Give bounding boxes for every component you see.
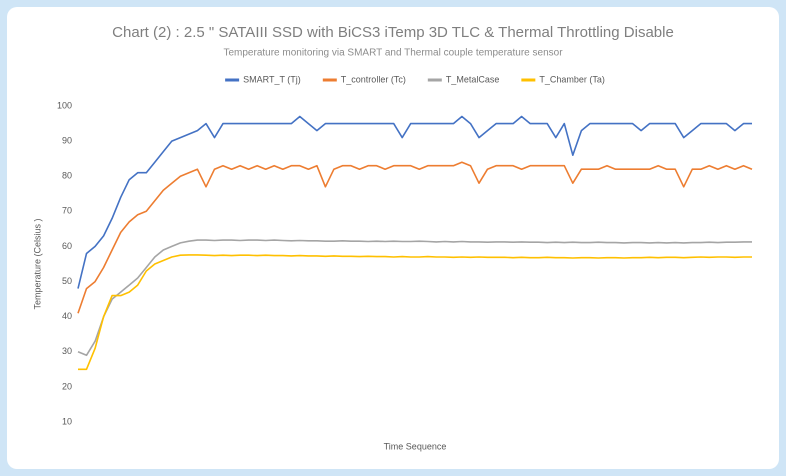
y-tick-label: 100 xyxy=(57,100,72,110)
y-tick-label: 60 xyxy=(62,241,72,251)
y-tick-label: 10 xyxy=(62,416,72,426)
x-axis-label: Time Sequence xyxy=(384,441,447,451)
series-line xyxy=(78,254,752,371)
y-tick-label: 70 xyxy=(62,206,72,216)
legend-label: T_Chamber (Ta) xyxy=(539,74,605,84)
y-axis-label: Temperature (Celsius ) xyxy=(32,218,42,309)
chart-subtitle: Temperature monitoring via SMART and The… xyxy=(223,48,563,59)
y-tick-label: 30 xyxy=(62,346,72,356)
legend-label: T_MetalCase xyxy=(446,74,500,84)
y-tick-label: 40 xyxy=(62,311,72,321)
series-line xyxy=(77,161,753,314)
legend-label: SMART_T (Tj) xyxy=(243,74,301,84)
series-line xyxy=(77,115,752,289)
chart-title: Chart (2) : 2.5 " SATAIII SSD with BiCS3… xyxy=(112,24,674,41)
y-tick-label: 50 xyxy=(62,276,72,286)
series-line xyxy=(77,239,752,357)
legend-label: T_controller (Tc) xyxy=(341,74,406,84)
y-tick-label: 80 xyxy=(62,171,72,181)
y-tick-label: 90 xyxy=(62,135,72,145)
chart-card xyxy=(7,7,779,469)
y-tick-label: 20 xyxy=(62,381,72,391)
